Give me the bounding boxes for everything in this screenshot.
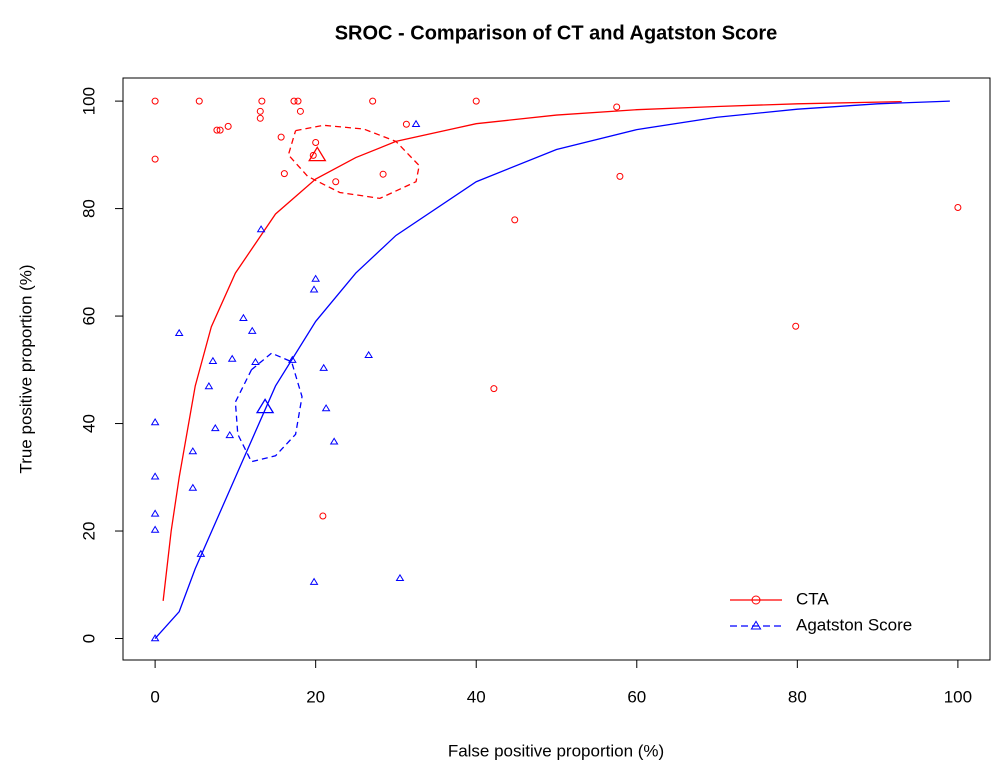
data-point <box>288 355 297 363</box>
data-point <box>379 170 387 178</box>
data-point <box>332 178 340 186</box>
chart-title: SROC - Comparison of CT and Agatston Sco… <box>335 22 778 44</box>
data-point <box>256 114 264 122</box>
data-point <box>402 120 410 128</box>
data-point <box>239 313 248 321</box>
data-point <box>251 357 260 366</box>
y-tick-label: 40 <box>79 414 98 433</box>
data-point <box>395 573 405 582</box>
x-axis-label: False positive proportion (%) <box>448 741 664 760</box>
data-point <box>309 151 317 159</box>
legend-label: Agatston Score <box>796 615 912 634</box>
data-point <box>321 404 331 412</box>
confidence-region <box>287 124 420 200</box>
data-point <box>188 447 198 455</box>
data-point <box>309 577 319 585</box>
y-axis-label: True positive proportion (%) <box>16 264 35 473</box>
data-point <box>224 122 232 130</box>
sroc-curve <box>162 100 902 601</box>
data-point <box>150 472 160 480</box>
data-point <box>225 430 235 439</box>
data-point <box>792 322 800 330</box>
y-tick-label: 20 <box>79 522 98 541</box>
data-point <box>472 97 480 105</box>
data-point <box>490 385 498 393</box>
data-point <box>174 328 184 337</box>
summary-point <box>308 146 327 162</box>
plot-frame <box>122 77 991 661</box>
data-point <box>294 97 302 105</box>
data-point <box>280 170 288 178</box>
legend-label: CTA <box>796 589 829 608</box>
data-point <box>290 97 298 105</box>
data-point <box>311 274 321 282</box>
confidence-region <box>234 352 303 463</box>
data-point <box>616 172 624 180</box>
data-point <box>247 326 257 334</box>
data-point <box>150 634 160 642</box>
data-point <box>277 133 285 141</box>
data-point <box>319 363 329 371</box>
data-point <box>213 126 221 134</box>
data-point <box>204 382 214 390</box>
data-point <box>256 107 264 115</box>
y-tick-label: 0 <box>79 634 98 643</box>
y-tick-label: 60 <box>79 307 98 326</box>
data-point <box>151 155 159 163</box>
data-point <box>150 525 160 533</box>
data-point <box>364 350 373 359</box>
data-point <box>296 107 304 115</box>
data-point <box>369 97 377 105</box>
data-point <box>151 97 159 105</box>
x-tick-label: 100 <box>944 687 972 706</box>
x-tick-label: 60 <box>627 687 646 706</box>
data-point <box>309 285 319 293</box>
legend-marker <box>750 620 762 630</box>
y-tick-label: 80 <box>79 199 98 218</box>
data-point <box>258 97 266 105</box>
x-tick-label: 80 <box>788 687 807 706</box>
data-point <box>150 509 160 517</box>
data-point <box>613 103 621 111</box>
data-point <box>511 216 519 224</box>
data-point <box>195 97 203 105</box>
data-point <box>256 225 266 233</box>
data-point <box>954 204 962 212</box>
data-point <box>319 512 327 520</box>
data-point <box>188 483 198 491</box>
data-point <box>227 354 237 362</box>
y-tick-label: 100 <box>79 87 98 115</box>
x-tick-label: 40 <box>467 687 486 706</box>
data-point <box>216 126 224 134</box>
x-tick-label: 20 <box>306 687 325 706</box>
x-tick-label: 0 <box>150 687 159 706</box>
data-point <box>210 423 220 432</box>
sroc-curve <box>154 100 950 639</box>
data-point <box>411 119 421 127</box>
data-point <box>329 437 339 445</box>
data-point <box>208 356 218 364</box>
legend-marker <box>751 595 761 605</box>
data-point <box>312 138 320 146</box>
summary-point <box>255 398 275 414</box>
data-point <box>150 418 160 426</box>
